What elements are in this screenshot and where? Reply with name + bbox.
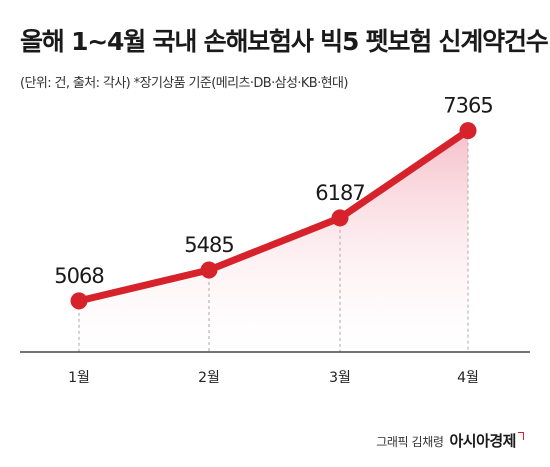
brand-logo: 아시아경제 xyxy=(449,432,516,450)
x-tick-label-4: 4월 xyxy=(457,370,479,386)
brand-mark-icon xyxy=(518,432,524,440)
x-tick-label-3: 3월 xyxy=(329,370,351,386)
chart-subtitle: (단위: 건, 출처: 각사) *장기상품 기준(메리츠·DB·삼성·KB·현대… xyxy=(20,76,348,91)
data-label-1: 5068 xyxy=(54,264,103,288)
chart-title: 올해 1~4월 국내 손해보험사 빅5 펫보험 신계약건수 xyxy=(20,27,549,56)
data-label-2: 5485 xyxy=(184,233,233,257)
data-label-4: 7365 xyxy=(443,94,492,118)
credit-label: 그래픽 김채령 xyxy=(376,435,444,449)
data-point-2 xyxy=(200,261,218,279)
data-point-1 xyxy=(70,292,88,310)
data-point-3 xyxy=(331,209,349,227)
series-line xyxy=(75,127,472,305)
data-label-3: 6187 xyxy=(315,181,364,205)
credit-line: 그래픽 김채령 아시아경제 xyxy=(376,430,524,451)
x-tick-label-2: 2월 xyxy=(198,370,220,386)
x-tick-label-1: 1월 xyxy=(68,370,90,386)
data-point-4 xyxy=(459,122,477,140)
area-fill xyxy=(79,130,468,352)
